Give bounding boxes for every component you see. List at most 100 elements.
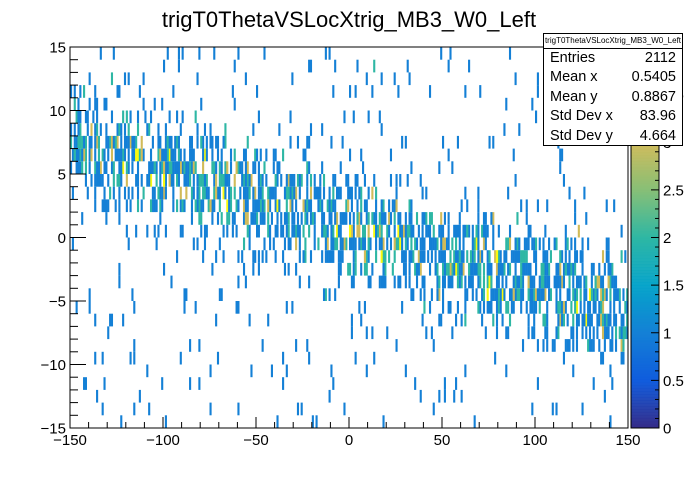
heatmap-bin bbox=[341, 250, 344, 263]
heatmap-bin bbox=[190, 186, 194, 200]
heatmap-bin bbox=[123, 72, 127, 86]
heatmap-bin bbox=[373, 351, 376, 365]
heatmap-bin bbox=[469, 262, 473, 276]
heatmap-bin bbox=[415, 237, 419, 251]
heatmap-bin bbox=[107, 148, 110, 162]
x-tick-label: −50 bbox=[243, 432, 268, 449]
heatmap-bin bbox=[401, 135, 404, 149]
heatmap-bin bbox=[613, 301, 616, 314]
heatmap-bin bbox=[291, 72, 294, 86]
heatmap-bin bbox=[146, 174, 149, 187]
palette-swatch bbox=[631, 413, 659, 415]
heatmap-bin bbox=[330, 212, 333, 225]
heatmap-bin bbox=[107, 174, 110, 187]
heatmap-bin bbox=[460, 199, 463, 213]
heatmap-bin bbox=[438, 275, 441, 289]
heatmap-bin bbox=[127, 135, 130, 149]
palette-swatch bbox=[631, 374, 659, 376]
heatmap-bin bbox=[514, 250, 517, 263]
heatmap-bin bbox=[244, 275, 247, 289]
heatmap-bin bbox=[406, 224, 409, 238]
heatmap-bin bbox=[241, 250, 244, 263]
heatmap-bin bbox=[404, 212, 407, 225]
heatmap-bin bbox=[438, 389, 441, 403]
heatmap-bin bbox=[375, 186, 378, 200]
heatmap-bin bbox=[295, 186, 298, 200]
heatmap-bin bbox=[83, 135, 86, 149]
heatmap-bin bbox=[321, 250, 324, 263]
heatmap-bin bbox=[542, 288, 545, 301]
heatmap-bin bbox=[373, 174, 376, 187]
heatmap-bin bbox=[536, 72, 539, 86]
heatmap-bin bbox=[153, 199, 156, 213]
heatmap-bin bbox=[287, 237, 290, 251]
heatmap-bin bbox=[482, 212, 486, 225]
heatmap-bin bbox=[146, 224, 149, 238]
heatmap-bin bbox=[449, 301, 452, 314]
heatmap-bin bbox=[477, 186, 480, 200]
heatmap-bin bbox=[105, 135, 108, 149]
heatmap-bin bbox=[213, 199, 216, 213]
heatmap-bin bbox=[535, 288, 538, 301]
heatmap-bin bbox=[237, 301, 240, 314]
heatmap-bin bbox=[408, 199, 411, 213]
heatmap-bin bbox=[428, 212, 432, 225]
heatmap-bin bbox=[118, 123, 121, 136]
heatmap-bin bbox=[430, 212, 433, 225]
heatmap-bin bbox=[363, 250, 366, 263]
heatmap-bin bbox=[354, 351, 357, 365]
palette-swatch bbox=[631, 175, 659, 178]
heatmap-bin bbox=[620, 313, 623, 327]
heatmap-bin bbox=[339, 212, 342, 225]
palette-swatch bbox=[631, 244, 659, 247]
heatmap-bin bbox=[417, 262, 420, 276]
heatmap-bin bbox=[603, 262, 606, 276]
heatmap-bin bbox=[354, 85, 357, 98]
heatmap-bin bbox=[501, 262, 504, 276]
heatmap-bin bbox=[529, 224, 532, 238]
palette-swatch bbox=[631, 293, 659, 296]
heatmap-bin bbox=[94, 123, 97, 136]
heatmap-bin bbox=[378, 275, 381, 289]
palette-swatch bbox=[631, 298, 659, 300]
heatmap-bin bbox=[239, 161, 242, 174]
heatmap-bin bbox=[176, 135, 179, 149]
heatmap-bin bbox=[282, 224, 285, 238]
heatmap-bin bbox=[283, 186, 287, 200]
heatmap-bin bbox=[546, 199, 549, 213]
palette-swatch bbox=[631, 326, 659, 329]
heatmap-bin bbox=[529, 262, 532, 276]
heatmap-bin bbox=[360, 212, 363, 225]
heatmap-bin bbox=[479, 250, 482, 263]
heatmap-bin bbox=[443, 237, 446, 251]
z-tick-label: 1.5 bbox=[663, 278, 684, 295]
heatmap-bin bbox=[105, 123, 108, 136]
heatmap-bin bbox=[242, 148, 246, 162]
heatmap-bin bbox=[216, 212, 220, 225]
heatmap-bin bbox=[228, 186, 231, 200]
heatmap-bin bbox=[412, 250, 415, 263]
heatmap-bin bbox=[257, 174, 260, 187]
heatmap-bin bbox=[350, 313, 353, 327]
palette-swatch bbox=[631, 256, 659, 258]
heatmap-bin bbox=[334, 174, 337, 187]
heatmap-bin bbox=[495, 326, 499, 340]
heatmap-bin bbox=[356, 224, 359, 238]
palette-swatch bbox=[631, 169, 659, 172]
heatmap-bin bbox=[257, 110, 260, 124]
heatmap-bin bbox=[443, 389, 446, 403]
palette-swatch bbox=[631, 290, 659, 293]
heatmap-bin bbox=[218, 288, 221, 301]
heatmap-bin bbox=[224, 161, 227, 174]
palette-swatch bbox=[631, 366, 659, 369]
heatmap-bin bbox=[389, 212, 393, 225]
heatmap-bin bbox=[542, 339, 545, 352]
heatmap-bin bbox=[153, 97, 156, 111]
heatmap-bin bbox=[257, 199, 260, 213]
heatmap-bin bbox=[380, 224, 383, 238]
palette-swatch bbox=[631, 401, 659, 403]
heatmap-bin bbox=[337, 250, 340, 263]
heatmap-bin bbox=[421, 212, 424, 225]
heatmap-bin bbox=[81, 148, 84, 162]
palette-swatch bbox=[631, 281, 659, 284]
